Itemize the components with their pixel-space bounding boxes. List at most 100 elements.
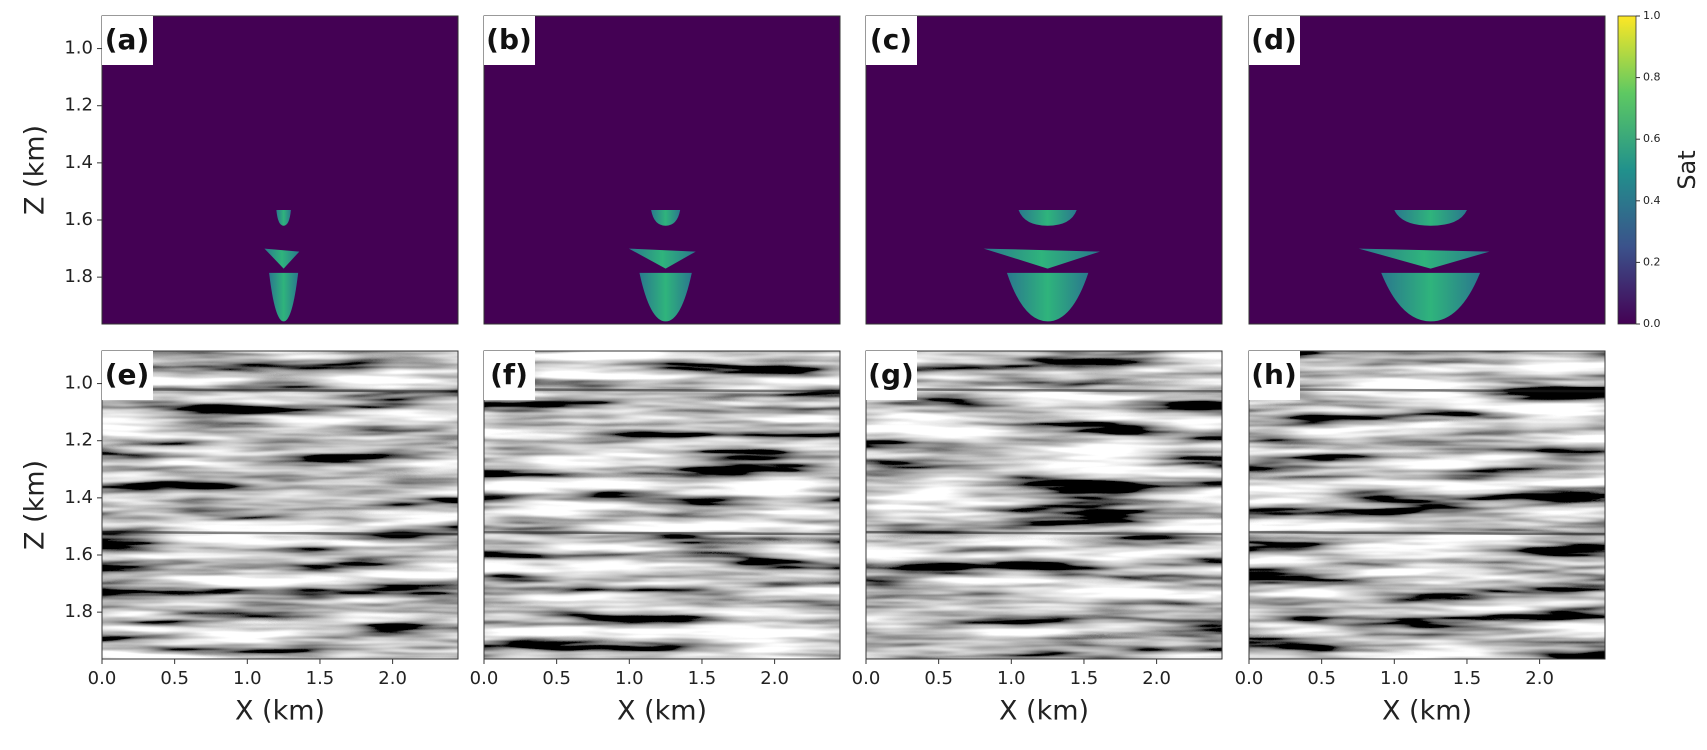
plume-layer [983,248,1100,269]
y-tick-label: 1.0 [64,373,93,394]
x-axis-label: X (km) [1382,696,1472,727]
y-tick-label: 1.2 [64,430,93,451]
panel-frame [101,15,459,325]
x-tick-label: 1.0 [997,668,1026,689]
x-tick-label: 0.0 [470,668,499,689]
x-axis-label: X (km) [235,696,325,727]
panel-label: (h) [1251,358,1297,391]
panel-label: (g) [868,358,914,391]
x-tick-label: 0.5 [924,668,953,689]
x-tick-label: 2.0 [1142,668,1171,689]
y-tick-label: 1.8 [64,601,93,622]
panel-frame [865,15,1223,325]
seismic-image [484,351,840,659]
saturation-background [1249,16,1605,324]
panel-frame [483,350,841,660]
colorbar-tick-label: 0.0 [1643,317,1661,330]
plume-layer [651,210,681,226]
panel-frame [865,350,1223,660]
panel-label-box [102,351,153,400]
panel: (d) [1248,15,1606,325]
panel-label: (a) [105,23,150,56]
colorbar: 0.0 0.2 0.4 0.6 0.8 1.0 Sat [1617,9,1701,330]
panel: (a) 1.0 1.2 1.4 1.6 1.8 Z (km) [20,15,459,325]
colorbar-tick-label: 0.8 [1643,71,1661,84]
panel-frame [1248,350,1606,660]
reflector [865,388,1223,393]
x-tick-label: 1.5 [688,668,717,689]
seismic-image [866,351,1222,659]
x-tick-label: 1.0 [1380,668,1409,689]
x-axis-label: X (km) [999,696,1089,727]
panel-label-box [1249,16,1300,65]
panel: (g) 0.0 0.5 1.0 1.5 2.0 X (km) [852,350,1223,727]
panel-label-box [1249,351,1300,400]
panel-label: (f) [490,358,528,391]
panel-frame [483,15,841,325]
reflector [101,388,459,393]
y-tick-label: 1.4 [64,487,93,508]
x-tick-label: 0.5 [160,668,189,689]
x-tick-label: 2.0 [1525,668,1554,689]
panel-label-box [102,16,153,65]
panel-label: (d) [1251,23,1297,56]
plume-layer [639,272,692,322]
colorbar-tick-label: 0.2 [1643,255,1661,268]
plume-layer [1394,210,1467,226]
colorbar-label: Sat [1673,150,1701,189]
panel-label-box [484,16,535,65]
plume-layer [1006,272,1089,322]
saturation-background [484,16,840,324]
saturation-background [866,16,1222,324]
y-axis-label: Z (km) [20,460,51,550]
saturation-background [102,16,458,324]
plume-layer [1381,272,1481,322]
y-axis-label: Z (km) [20,125,51,215]
x-tick-label: 1.5 [1453,668,1482,689]
plume-layer [276,210,291,226]
panel: (f) 0.0 0.5 1.0 1.5 2.0 X (km) [470,350,841,727]
panel-label-box [866,351,917,400]
x-tick-label: 1.5 [1070,668,1099,689]
x-tick-label: 0.0 [88,668,117,689]
reflector [483,388,841,393]
x-tick-label: 0.0 [852,668,881,689]
seismic-image [102,351,458,659]
panel-label: (b) [486,23,532,56]
reflector [483,530,841,536]
y-tick-label: 1.4 [64,152,93,173]
colorbar-scale [1617,15,1637,325]
reflector [1248,388,1606,393]
y-tick-label: 1.6 [64,209,93,230]
plume-layer [264,248,300,269]
panel-label-box [484,351,535,400]
x-tick-label: 0.0 [1235,668,1264,689]
reflector [1248,530,1606,536]
panel-label-box [866,16,917,65]
y-tick-label: 1.6 [64,544,93,565]
panel-label: (e) [105,358,150,391]
plume-layer [269,272,299,322]
y-tick-label: 1.2 [64,95,93,116]
plume-layer [1358,248,1490,269]
x-tick-label: 1.0 [233,668,262,689]
plume-layer [628,248,696,269]
x-axis-label: X (km) [617,696,707,727]
colorbar-tick-label: 0.4 [1643,194,1661,207]
panel-frame [101,350,459,660]
seismic-image [1249,351,1605,659]
panel-label: (c) [870,23,912,56]
reflector [101,530,459,536]
x-tick-label: 1.5 [306,668,335,689]
colorbar-tick-label: 0.6 [1643,132,1661,145]
y-tick-label: 1.0 [64,38,93,59]
x-tick-label: 0.5 [542,668,571,689]
x-tick-label: 0.5 [1307,668,1336,689]
x-tick-label: 2.0 [378,668,407,689]
colorbar-tick-label: 1.0 [1643,9,1661,22]
plume-layer [1018,210,1077,226]
reflector [865,530,1223,536]
panel: (c) [865,15,1223,325]
x-tick-label: 2.0 [760,668,789,689]
